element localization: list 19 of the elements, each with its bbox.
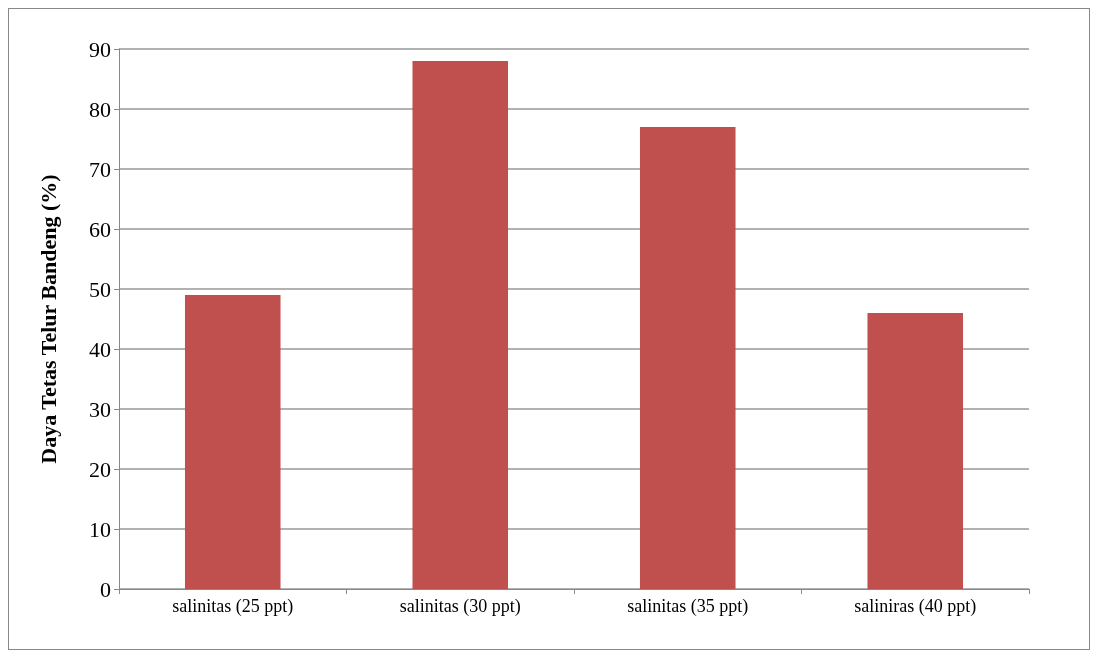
bar [639,127,736,589]
y-tick-label: 40 [89,336,111,362]
x-tick-label: saliniras (40 ppt) [854,596,977,617]
x-tick-label: salinitas (35 ppt) [627,596,749,617]
y-tick-label: 10 [89,516,111,542]
x-tick-label: salinitas (25 ppt) [172,596,294,617]
x-tick-label: salinitas (30 ppt) [399,596,521,617]
y-axis-title: Daya Tetas Telur Bandeng (%) [35,174,61,464]
y-tick-label: 0 [100,576,111,602]
y-tick-label: 80 [89,96,111,122]
bar [412,61,509,589]
y-tick-label: 60 [89,216,111,242]
bar [184,295,281,589]
y-tick-label: 70 [89,156,111,182]
bar [867,313,964,589]
y-tick-label: 50 [89,276,111,302]
y-tick-label: 20 [89,456,111,482]
y-tick-label: 30 [89,396,111,422]
y-tick-label: 90 [89,36,111,62]
